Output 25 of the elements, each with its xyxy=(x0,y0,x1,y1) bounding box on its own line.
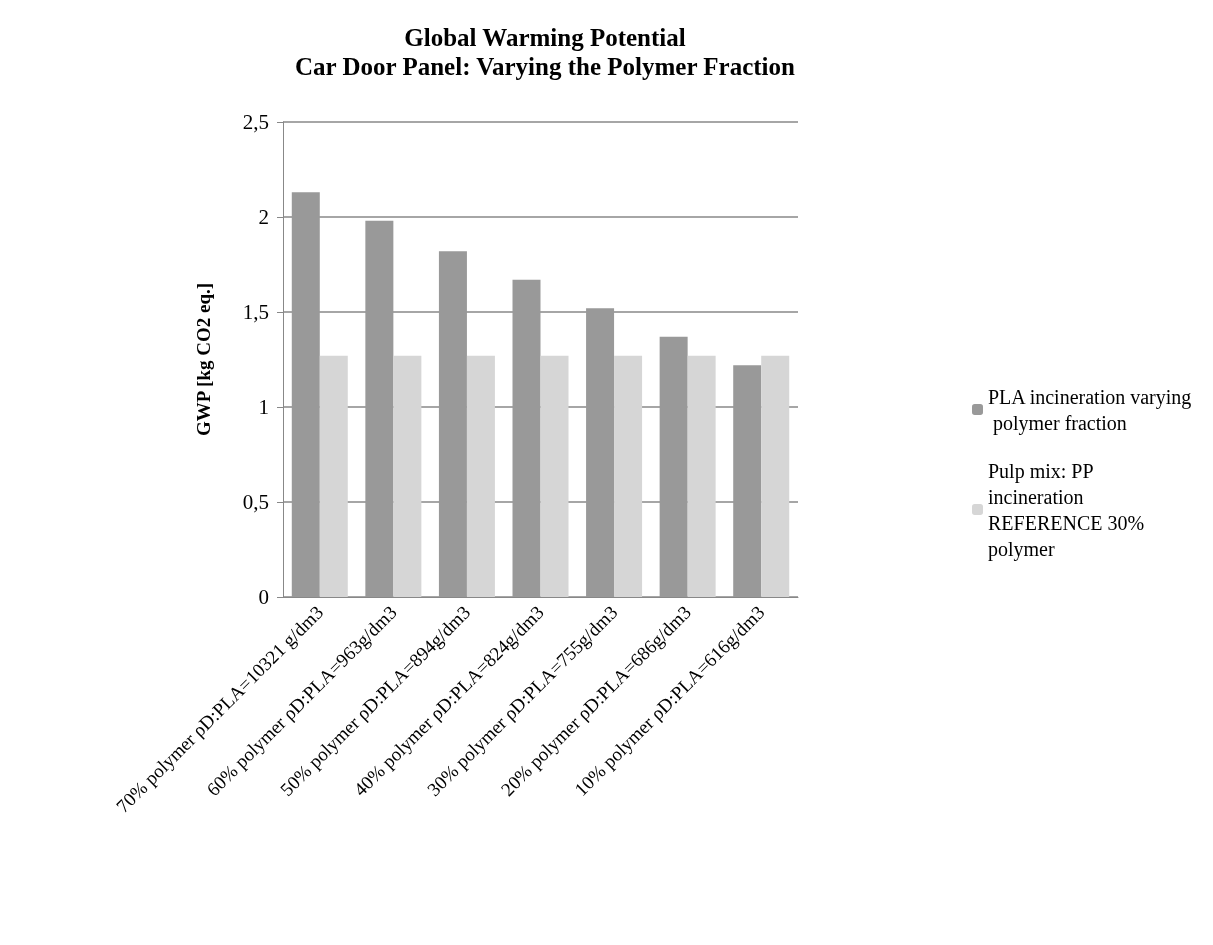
bar xyxy=(438,251,467,597)
chart-subtitle: Car Door Panel: Varying the Polymer Fraction xyxy=(295,53,796,80)
bar xyxy=(687,355,716,597)
y-tick-label: 0,5 xyxy=(242,490,269,514)
y-tick-label: 2,5 xyxy=(242,110,269,134)
legend-label: PLA incineration varying polymer fraction xyxy=(988,385,1192,435)
bar xyxy=(614,355,643,597)
bar xyxy=(365,220,394,597)
chart-title: Global Warming Potential xyxy=(404,24,686,51)
bar xyxy=(540,355,569,597)
y-tick-label: 2 xyxy=(258,205,269,229)
bar xyxy=(393,355,422,597)
legend-label: Pulp mix: PP incineration REFERENCE 30% polymer xyxy=(988,459,1150,561)
bar xyxy=(319,355,348,597)
y-tick-label: 0 xyxy=(258,585,269,609)
y-tick-label: 1 xyxy=(258,395,269,419)
bar xyxy=(586,308,615,597)
bar xyxy=(733,365,762,597)
y-axis-title: GWP [kg CO2 eq.] xyxy=(193,282,214,437)
bar xyxy=(466,355,495,597)
bar xyxy=(512,279,541,597)
bar xyxy=(761,355,790,597)
y-tick-label: 1,5 xyxy=(242,300,269,324)
bar xyxy=(659,336,688,597)
bar xyxy=(291,192,320,597)
